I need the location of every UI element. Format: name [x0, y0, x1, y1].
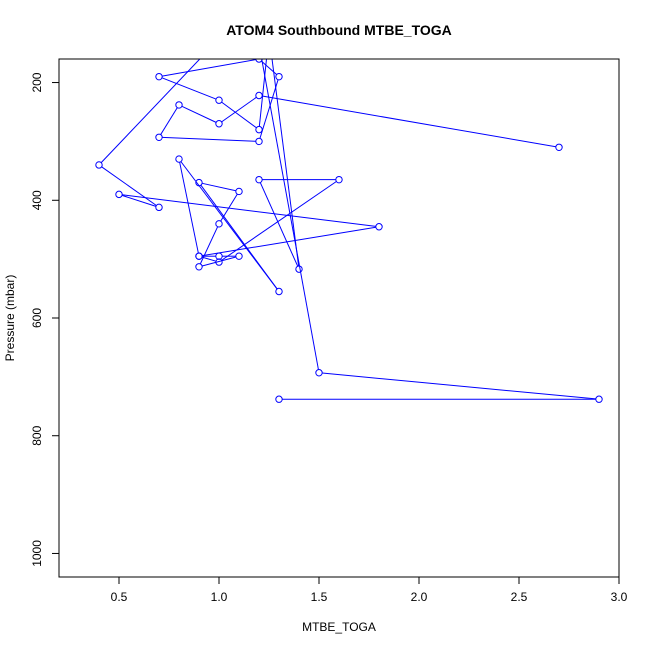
plot-area [95, 15, 603, 403]
series-line-segment [262, 95, 556, 148]
data-point [295, 265, 303, 273]
series-line-segment [162, 136, 256, 142]
data-point [275, 395, 283, 403]
data-point [255, 59, 263, 63]
data-point [195, 252, 203, 260]
series-line-segment [258, 59, 268, 127]
data-point [95, 161, 103, 169]
data-point [175, 101, 183, 109]
series-line-segment [221, 96, 257, 123]
data-point [275, 287, 283, 296]
data-point [555, 143, 563, 151]
series-line-segment [221, 181, 337, 261]
y-tick-label: 400 [30, 190, 44, 210]
y-tick-label: 1000 [30, 540, 44, 567]
data-point [255, 137, 263, 146]
data-point [255, 125, 263, 134]
series-line-segment [202, 226, 376, 257]
x-tick-label: 2.0 [411, 590, 428, 604]
series-line-segment [201, 256, 217, 262]
series-line-segment [201, 256, 237, 267]
data-point [195, 263, 203, 271]
series-line-segment [180, 161, 278, 290]
series-line-segment [259, 182, 299, 267]
series-line-segment [181, 105, 217, 123]
series-line-segment [261, 60, 277, 75]
data-point [215, 252, 223, 260]
data-point [235, 252, 243, 260]
axis-layer: 0.5 1.0 1.5 2.0 2.5 3.0 200 400 600 800 1000 [30, 72, 628, 604]
series-line-segment [101, 166, 157, 206]
plot-frame [58, 58, 620, 578]
data-point [255, 175, 263, 184]
data-point [255, 91, 263, 100]
series-line-segment [160, 107, 178, 135]
series-line-segment [202, 182, 236, 192]
x-tick-label: 1.0 [211, 590, 228, 604]
data-point [215, 96, 223, 104]
series-line-segment [259, 79, 279, 139]
data-point [215, 258, 223, 266]
x-axis-label: MTBE_TOGA [302, 620, 376, 634]
data-point [375, 223, 383, 231]
y-tick-label: 800 [30, 425, 44, 445]
data-point [195, 178, 203, 187]
series-line-segment [271, 59, 300, 267]
series-line-segment [122, 194, 376, 227]
x-tick-label: 0.5 [111, 590, 128, 604]
y-tick-label: 200 [30, 72, 44, 92]
series-line-segment [121, 194, 157, 207]
data-point [215, 120, 223, 128]
data-point [595, 395, 603, 403]
data-point [215, 220, 223, 228]
data-point [235, 187, 243, 196]
data-point [275, 72, 283, 81]
data-point [175, 155, 183, 163]
x-tick-label: 1.5 [311, 590, 328, 604]
chart-title: ATOM4 Southbound MTBE_TOGA [226, 22, 452, 38]
data-point [115, 190, 123, 199]
series-line-segment [179, 162, 199, 254]
series-line-segment [199, 226, 219, 265]
data-point [155, 203, 163, 212]
data-point [236, 15, 242, 21]
series-line-segment [221, 101, 257, 129]
series-line-segment [161, 77, 217, 100]
data-point [335, 175, 343, 184]
data-point [155, 72, 163, 81]
y-tick-label: 600 [30, 308, 44, 328]
y-axis-label: Pressure (mbar) [3, 275, 17, 362]
series-line-segment [100, 59, 201, 163]
series-line-segment [322, 372, 596, 400]
data-point [155, 133, 163, 141]
series-line-segment [162, 59, 256, 77]
data-point [256, 41, 262, 47]
series-line-segment [261, 59, 319, 370]
data-point [315, 369, 323, 377]
x-tick-label: 2.5 [511, 590, 528, 604]
x-tick-label: 3.0 [611, 590, 628, 604]
